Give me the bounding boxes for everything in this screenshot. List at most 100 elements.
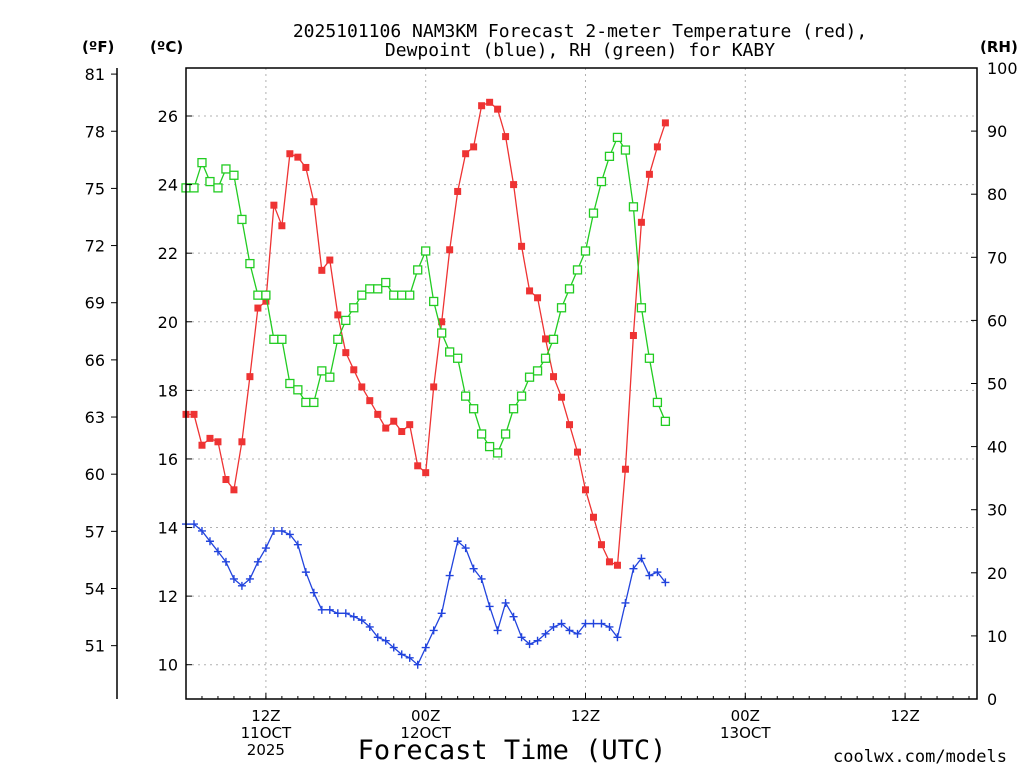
fahrenheit-tick-label: 72 <box>85 237 105 256</box>
rh-point <box>476 429 487 439</box>
dewpoint-point <box>205 537 214 546</box>
rh-point <box>197 157 207 168</box>
celsius-tick-label: 12 <box>158 587 178 606</box>
temperature-point <box>358 383 366 391</box>
credit-text: coolwx.com/models <box>833 747 1007 767</box>
temperature-point <box>621 465 629 473</box>
dewpoint-point <box>645 571 654 580</box>
rh-point <box>309 397 319 408</box>
celsius-tick-label: 18 <box>158 381 178 400</box>
temperature-point <box>518 242 526 250</box>
temperature-point <box>478 102 486 110</box>
chart-title-line1: 2025101106 NAM3KM Forecast 2-meter Tempe… <box>293 21 867 42</box>
dewpoint-point <box>437 609 446 618</box>
dewpoint-point <box>261 544 270 553</box>
dewpoint-point <box>429 626 438 635</box>
rh-tick-label: 90 <box>987 122 1007 141</box>
rh-point <box>429 296 439 307</box>
dewpoint-point <box>453 537 462 546</box>
rh-point <box>548 334 559 344</box>
rh-point <box>540 353 551 363</box>
temperature-point <box>246 373 254 381</box>
dewpoint-point <box>525 640 534 649</box>
time-tick-label: 12Z <box>571 707 600 725</box>
rh-point <box>628 202 639 212</box>
rh-point <box>644 353 655 363</box>
rh-point <box>421 246 431 256</box>
dewpoint-point <box>621 598 630 607</box>
rh-point <box>349 303 359 313</box>
dewpoint-point <box>413 660 422 669</box>
rh-point <box>636 303 647 313</box>
rh-point <box>660 416 671 427</box>
temperature-point <box>390 417 398 425</box>
temperature-point <box>510 181 518 189</box>
rh-point <box>397 290 407 300</box>
temperature-point <box>470 143 478 151</box>
temperature-point <box>637 218 645 226</box>
dewpoint-point <box>549 622 558 631</box>
temperature-point <box>597 541 605 549</box>
dewpoint-point <box>229 574 238 583</box>
rh-point <box>365 284 375 294</box>
temperature-point <box>310 198 318 206</box>
dewpoint-point <box>221 557 230 566</box>
rh-point <box>612 132 623 143</box>
rh-point <box>333 334 343 344</box>
rh-point <box>317 366 327 376</box>
rh-point <box>205 176 215 187</box>
temperature-point <box>406 421 414 429</box>
rh-point <box>580 246 591 256</box>
fahrenheit-tick-label: 78 <box>85 122 105 141</box>
dewpoint-point <box>637 554 646 563</box>
dewpoint-point <box>565 626 574 635</box>
rh-tick-label: 100 <box>987 59 1018 78</box>
dewpoint-point <box>301 568 310 577</box>
temperature-point <box>398 428 406 436</box>
temperature-point <box>661 119 669 127</box>
dewpoint-point <box>373 633 382 642</box>
celsius-tick-label: 26 <box>158 107 178 126</box>
rh-tick-label: 40 <box>987 438 1007 457</box>
rh-point <box>484 441 495 452</box>
temperature-point <box>326 256 334 264</box>
dewpoint-point <box>381 636 390 645</box>
temperature-point <box>302 163 310 171</box>
celsius-unit-label: (ºC) <box>150 38 183 56</box>
rh-tick-label: 30 <box>987 501 1007 520</box>
fahrenheit-tick-label: 66 <box>85 351 105 370</box>
rh-point <box>556 303 567 313</box>
temperature-point <box>462 150 470 158</box>
rh-point <box>213 183 223 193</box>
temperature-point <box>318 266 326 274</box>
celsius-tick-label: 16 <box>158 450 178 469</box>
temperature-point <box>589 513 597 521</box>
celsius-tick-label: 14 <box>158 519 178 538</box>
dewpoint-point <box>397 650 406 659</box>
temperature-point <box>286 150 294 158</box>
fahrenheit-tick-label: 60 <box>85 465 105 484</box>
dewpoint-point <box>309 588 318 597</box>
temperature-point <box>238 438 246 446</box>
dewpoint-point <box>189 520 198 529</box>
temperature-point <box>190 410 198 418</box>
rh-tick-label: 60 <box>987 311 1007 330</box>
rh-point <box>572 265 583 275</box>
dewpoint-point <box>589 619 598 628</box>
fahrenheit-unit-label: (ºF) <box>82 38 114 56</box>
dewpoint-point <box>573 629 582 638</box>
time-tick-label: 12Z <box>251 707 280 725</box>
celsius-tick-label: 10 <box>158 656 178 675</box>
rh-point <box>381 277 391 288</box>
dewpoint-point <box>541 629 550 638</box>
rh-point <box>293 385 303 395</box>
dewpoint-point <box>365 622 374 631</box>
fahrenheit-tick-label: 81 <box>85 65 105 84</box>
rh-point <box>508 404 519 414</box>
chart-title-line2: Dewpoint (blue), RH (green) for KABY <box>385 40 775 61</box>
rh-point <box>301 397 311 408</box>
rh-tick-label: 80 <box>987 185 1007 204</box>
temperature-point <box>502 133 510 141</box>
dewpoint-point <box>597 619 606 628</box>
rh-tick-label: 0 <box>987 690 997 709</box>
